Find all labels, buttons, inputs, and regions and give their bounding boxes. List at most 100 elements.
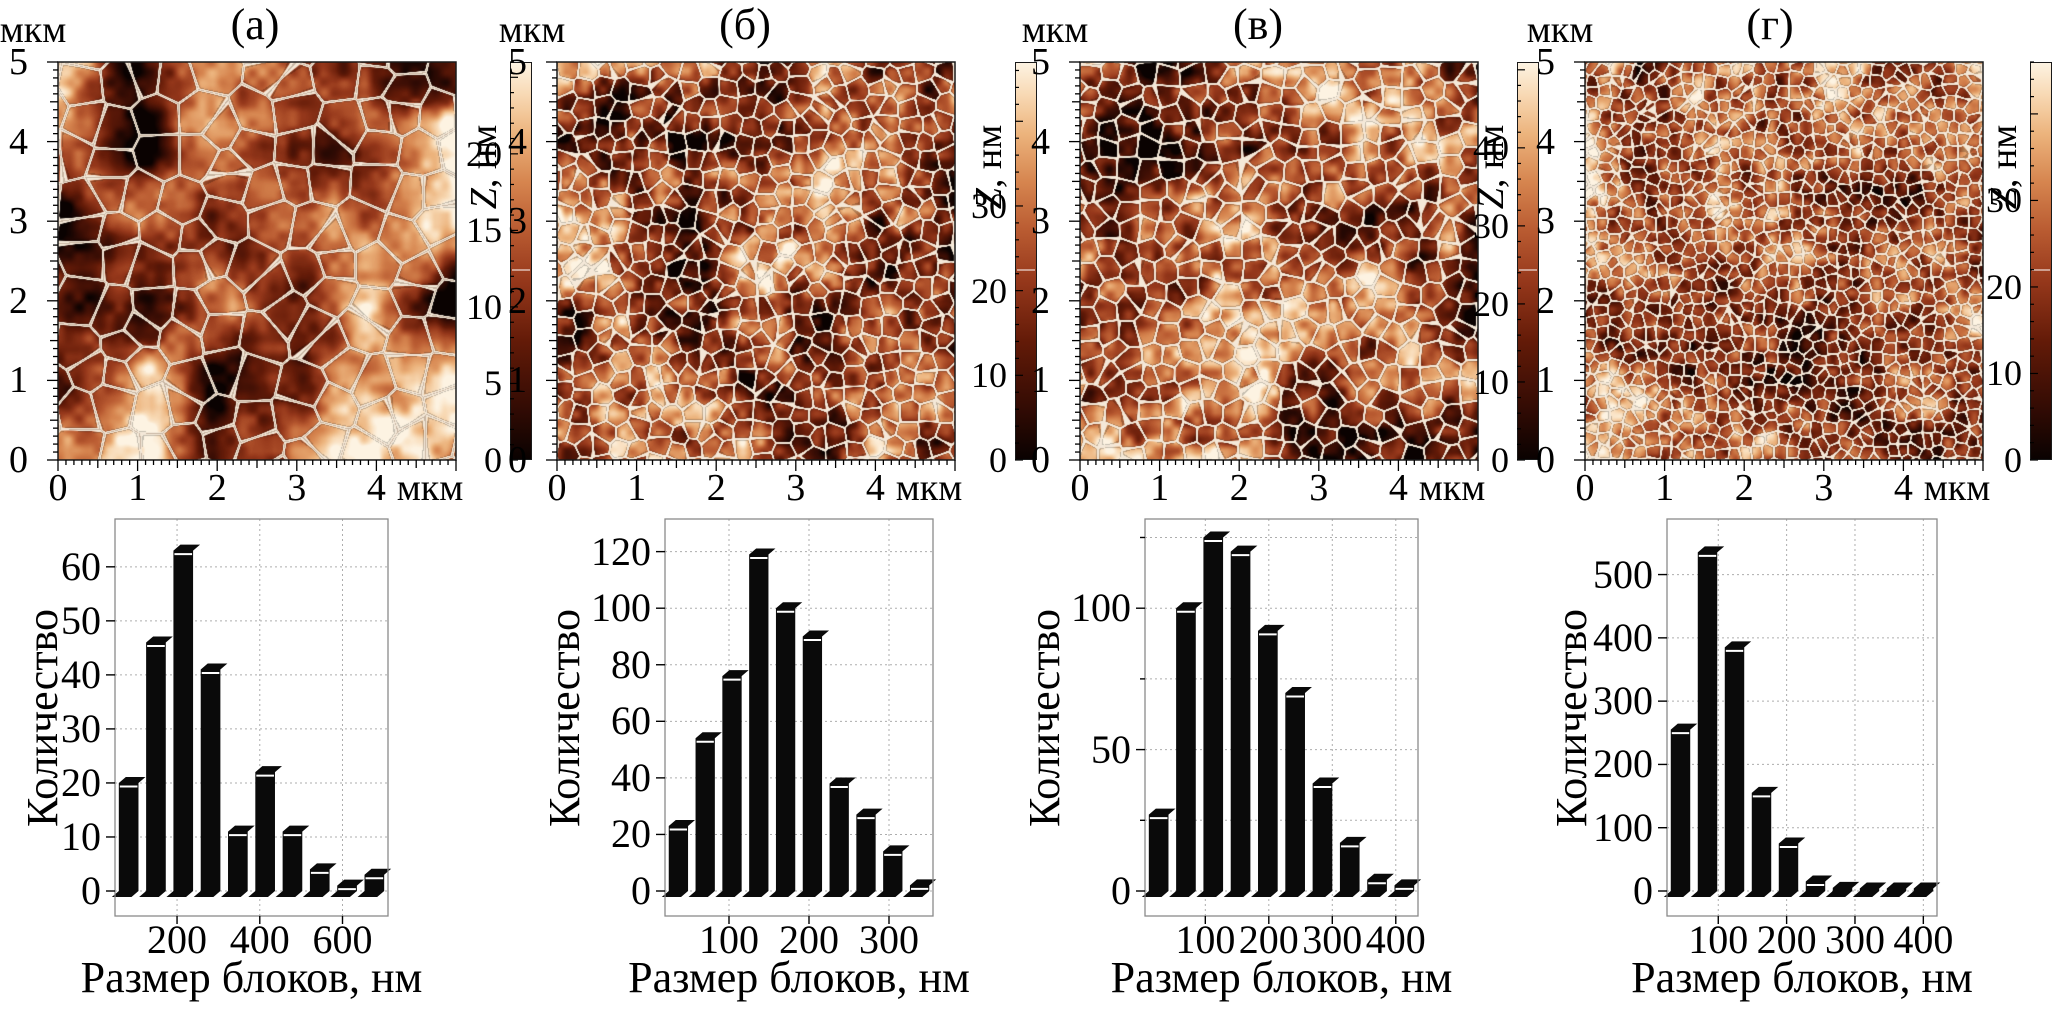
colorbar-tick-b-10: 10 (971, 355, 1007, 396)
hist-axis-ticks-g (1658, 573, 1925, 924)
colorbar-title-b: Z, нм (968, 125, 1010, 210)
hist-x-tick-g-300: 300 (1824, 917, 1885, 962)
colorbar-v (1517, 62, 1539, 460)
afm-x-tick-b-1: 1 (627, 467, 647, 509)
colorbar-title-z: Z (1470, 188, 1512, 210)
hist-bars-b (661, 548, 937, 897)
afm-x-tick-a-1: 1 (128, 467, 148, 509)
colorbar-tick-a-20: 20 (466, 133, 502, 174)
hist-y-tick-g-500: 500 (1593, 551, 1653, 597)
hist-ylabel-b: Количество (540, 608, 589, 827)
colorbar-tick-v-40: 40 (1473, 127, 1509, 168)
hist-gridlines-b (665, 519, 933, 916)
hist-ylabel-v: Количество (1020, 608, 1069, 827)
hist-ylabel-g: Количество (1547, 608, 1596, 827)
hist-ylabel-a: Количество (18, 608, 67, 827)
afm-x-tick-v-2: 2 (1229, 467, 1249, 509)
colorbar-mean-marker-a (512, 268, 530, 271)
hist-y-tick-b-0: 0 (631, 868, 651, 913)
hist-x-tick-b-300: 300 (859, 917, 919, 962)
panel-title-g: (г) (1746, 0, 1794, 49)
colorbar-tick-a-5: 5 (484, 363, 502, 404)
afm-y-tick-v-3: 3 (1031, 200, 1050, 243)
hist-box-b (664, 518, 934, 917)
hist-xlabel-g: Размер блоков, нм (1631, 953, 1973, 1002)
afm-y-tick-g-5: 5 (1536, 41, 1555, 83)
afm-y-tick-v-1: 1 (1031, 359, 1050, 402)
hist-bars-v (1141, 531, 1422, 897)
hist-y-tick-b-120: 120 (591, 528, 651, 574)
hist-bar-highlights-a (119, 553, 384, 891)
afm-x-tick-g-2: 2 (1734, 467, 1754, 509)
colorbar-mean-marker-b (1017, 268, 1035, 271)
afm-y-tick-v-2: 2 (1031, 279, 1050, 322)
colorbar-title-a: Z, нм (463, 124, 505, 210)
afm-x-tick-b-2: 2 (706, 467, 726, 509)
hist-gridlines-v (1145, 519, 1418, 916)
colorbar-tick-b-0: 0 (989, 440, 1007, 480)
colorbar-title-unit: , нм (1983, 124, 2025, 189)
colorbar-mean-marker-v (1519, 268, 1537, 271)
afm-x-tick-b-0: 0 (547, 467, 567, 509)
hist-bars-g (1663, 546, 1941, 897)
hist-y-tick-g-300: 300 (1593, 678, 1653, 724)
afm-x-tick-v-3: 3 (1309, 467, 1329, 509)
afm-y-tick-g-2: 2 (1536, 279, 1555, 322)
afm-y-tick-g-4: 4 (1536, 120, 1555, 163)
afm-y-tick-a-0: 0 (9, 439, 28, 481)
afm-x-tick-g-1: 1 (1655, 467, 1675, 509)
colorbar-tick-a-15: 15 (466, 210, 502, 251)
afm-y-tick-a-4: 4 (9, 120, 28, 163)
colorbar-tick-a-0: 0 (484, 440, 502, 480)
hist-gridlines-a (115, 519, 388, 916)
hist-y-tick-a-40: 40 (61, 651, 101, 697)
hist-box-v (1144, 518, 1419, 917)
hist-y-tick-g-100: 100 (1593, 804, 1653, 850)
afm-x-tick-a-3: 3 (287, 467, 307, 509)
colorbar-tick-g-20: 20 (1986, 266, 2022, 307)
panel-title-b: (б) (719, 0, 771, 49)
hist-y-tick-v-0: 0 (1111, 868, 1131, 913)
afm-x-unit-label-b: мкм (895, 467, 963, 509)
hist-box-g (1666, 518, 1938, 917)
hist-x-tick-a-400: 400 (229, 917, 290, 962)
afm-x-unit-label-g: мкм (1923, 467, 1991, 509)
hist-axis-ticks-b (656, 550, 890, 924)
afm-y-tick-b-3: 3 (508, 200, 527, 243)
colorbar-title-z: Z (968, 188, 1010, 210)
colorbar-title-g: Z, нм (1983, 124, 2025, 210)
afm-y-tick-b-0: 0 (508, 439, 527, 481)
colorbar-title-unit: , нм (463, 124, 505, 189)
hist-y-tick-b-20: 20 (611, 811, 651, 857)
afm-y-tick-a-3: 3 (9, 200, 28, 243)
afm-y-tick-a-5: 5 (9, 41, 28, 83)
hist-y-tick-b-80: 80 (611, 641, 651, 687)
afm-y-unit-label-b: мкм (498, 9, 566, 51)
hist-x-tick-b-100: 100 (699, 917, 759, 962)
hist-y-tick-a-60: 60 (61, 543, 101, 589)
hist-gridlines-g (1667, 519, 1937, 916)
afm-y-tick-v-4: 4 (1031, 120, 1050, 163)
hist-x-tick-g-400: 400 (1893, 917, 1954, 962)
afm-x-tick-v-4: 4 (1388, 467, 1408, 509)
hist-y-tick-b-60: 60 (611, 698, 651, 744)
colorbar-tick-g-30: 30 (1986, 180, 2022, 221)
afm-x-tick-v-0: 0 (1070, 467, 1090, 509)
afm-y-unit-label-a: мкм (0, 9, 67, 51)
afm-x-tick-b-4: 4 (865, 467, 885, 509)
colorbar-title-z: Z (1983, 188, 2025, 210)
afm-y-tick-g-0: 0 (1536, 439, 1555, 481)
hist-x-tick-g-200: 200 (1756, 917, 1817, 962)
afm-x-tick-g-3: 3 (1814, 467, 1834, 509)
afm-y-tick-b-5: 5 (508, 41, 527, 83)
panel-title-v: (в) (1232, 0, 1284, 49)
afm-x-tick-v-1: 1 (1150, 467, 1170, 509)
hist-xlabel-v: Размер блоков, нм (1110, 953, 1453, 1002)
hist-y-tick-g-0: 0 (1633, 868, 1653, 913)
hist-y-tick-a-30: 30 (61, 705, 101, 751)
hist-bar-highlights-g (1671, 554, 1825, 887)
afm-image-g (1585, 62, 1983, 460)
hist-y-tick-a-0: 0 (81, 868, 101, 913)
hist-bars-a (111, 544, 392, 897)
colorbar-g (2030, 62, 2052, 460)
